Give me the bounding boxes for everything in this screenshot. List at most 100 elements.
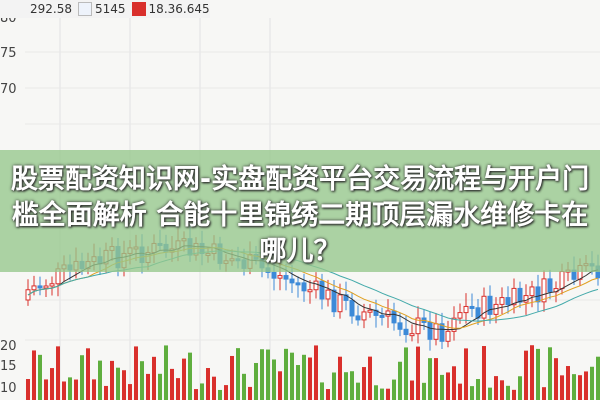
volume-bar bbox=[74, 379, 78, 400]
candle-body bbox=[547, 278, 553, 293]
candle-body bbox=[325, 289, 331, 300]
candle-body bbox=[271, 271, 277, 279]
volume-bar bbox=[440, 374, 444, 400]
volume-bar bbox=[404, 347, 408, 400]
volume-bar bbox=[254, 362, 258, 400]
volume-bar bbox=[224, 385, 228, 400]
candle-body bbox=[319, 280, 325, 300]
volume-bar bbox=[518, 376, 522, 400]
volume-bar bbox=[152, 356, 156, 400]
volume-bar bbox=[98, 360, 102, 400]
volume-bar bbox=[392, 379, 396, 400]
volume-bar bbox=[338, 356, 342, 400]
volume-bar bbox=[560, 375, 564, 400]
volume-bar bbox=[590, 366, 594, 400]
volume-bar bbox=[44, 379, 48, 400]
candle-body bbox=[409, 333, 415, 337]
volume-bar bbox=[38, 354, 42, 400]
volume-bar bbox=[470, 386, 474, 400]
candle-body bbox=[451, 317, 457, 332]
price-label: 70 bbox=[0, 82, 17, 97]
volume-bar bbox=[104, 385, 108, 400]
price-label: 75 bbox=[0, 46, 17, 61]
volume-bar bbox=[236, 348, 240, 400]
candle-body bbox=[463, 305, 469, 314]
volume-bar bbox=[572, 374, 576, 400]
candle-body bbox=[403, 328, 409, 336]
candle-body bbox=[517, 287, 523, 303]
candle-body bbox=[415, 317, 421, 335]
volume-bar bbox=[506, 385, 510, 400]
volume-bar bbox=[530, 345, 534, 400]
candle-body bbox=[427, 321, 433, 340]
candle-body bbox=[385, 310, 391, 317]
volume-bar bbox=[194, 389, 198, 400]
candle-body bbox=[439, 323, 445, 342]
volume-bar bbox=[260, 349, 264, 400]
candle-body bbox=[301, 282, 307, 292]
candle-body bbox=[481, 295, 487, 319]
volume-bar bbox=[374, 385, 378, 400]
volume-bar bbox=[212, 376, 216, 400]
volume-bar bbox=[464, 348, 468, 400]
legend-item: 18.36.645 bbox=[131, 1, 210, 17]
candle-body bbox=[367, 309, 373, 313]
volume-bar bbox=[134, 346, 138, 400]
legend-item: 292.58 bbox=[30, 2, 72, 16]
candle-body bbox=[469, 305, 475, 309]
candle-body bbox=[355, 315, 361, 321]
volume-bar bbox=[410, 380, 414, 400]
volume-bar bbox=[344, 372, 348, 400]
volume-bar bbox=[110, 360, 114, 400]
volume-bar bbox=[584, 371, 588, 400]
candle-body bbox=[529, 286, 535, 297]
candle-body bbox=[37, 285, 43, 289]
volume-bar bbox=[482, 346, 486, 400]
volume-bar bbox=[536, 348, 540, 400]
volume-bar bbox=[86, 348, 90, 400]
candle-body bbox=[337, 294, 343, 313]
volume-bar bbox=[182, 358, 186, 400]
volume-bar bbox=[164, 345, 168, 400]
volume-bar bbox=[494, 376, 498, 400]
volume-bar bbox=[416, 346, 420, 400]
volume-bar bbox=[596, 356, 600, 400]
volume-bar bbox=[170, 368, 174, 400]
volume-label: 15 bbox=[0, 359, 17, 374]
volume-bar bbox=[314, 345, 318, 400]
volume-bar bbox=[26, 379, 30, 400]
volume-bar bbox=[434, 358, 438, 400]
volume-bar bbox=[428, 358, 432, 400]
candle-body bbox=[361, 311, 367, 321]
volume-bar bbox=[308, 357, 312, 400]
volume-bar bbox=[140, 361, 144, 400]
volume-bar bbox=[578, 375, 582, 400]
volume-bar bbox=[398, 361, 402, 400]
legend-text: 18.36.645 bbox=[148, 1, 210, 16]
volume-bar bbox=[62, 381, 66, 400]
candle-body bbox=[313, 280, 319, 291]
volume-bar bbox=[116, 367, 120, 400]
volume-bar bbox=[488, 387, 492, 400]
legend-item: 5145 bbox=[78, 2, 126, 17]
volume-bar bbox=[554, 358, 558, 400]
volume-label: 20 bbox=[0, 339, 17, 354]
candle-body bbox=[49, 283, 55, 287]
volume-bar bbox=[302, 354, 306, 400]
volume-bar bbox=[380, 388, 384, 400]
volume-bar bbox=[56, 346, 60, 400]
candle-body bbox=[349, 299, 355, 317]
volume-bar bbox=[386, 388, 390, 400]
volume-bar bbox=[512, 389, 516, 400]
candle-body bbox=[523, 295, 529, 303]
candle-body bbox=[397, 322, 403, 330]
volume-bar bbox=[332, 372, 336, 400]
overlay-title: 股票配资知识网-实盘配资平台交易流程与开户门槛全面解析 合能十里锦绣二期顶层漏水… bbox=[0, 150, 600, 272]
volume-bar bbox=[32, 350, 36, 400]
legend-text: 5145 bbox=[95, 1, 126, 16]
volume-bar bbox=[542, 387, 546, 400]
candle-body bbox=[559, 271, 565, 290]
volume-bar bbox=[122, 370, 126, 400]
volume-bar bbox=[272, 359, 276, 400]
volume-bar bbox=[320, 382, 324, 400]
